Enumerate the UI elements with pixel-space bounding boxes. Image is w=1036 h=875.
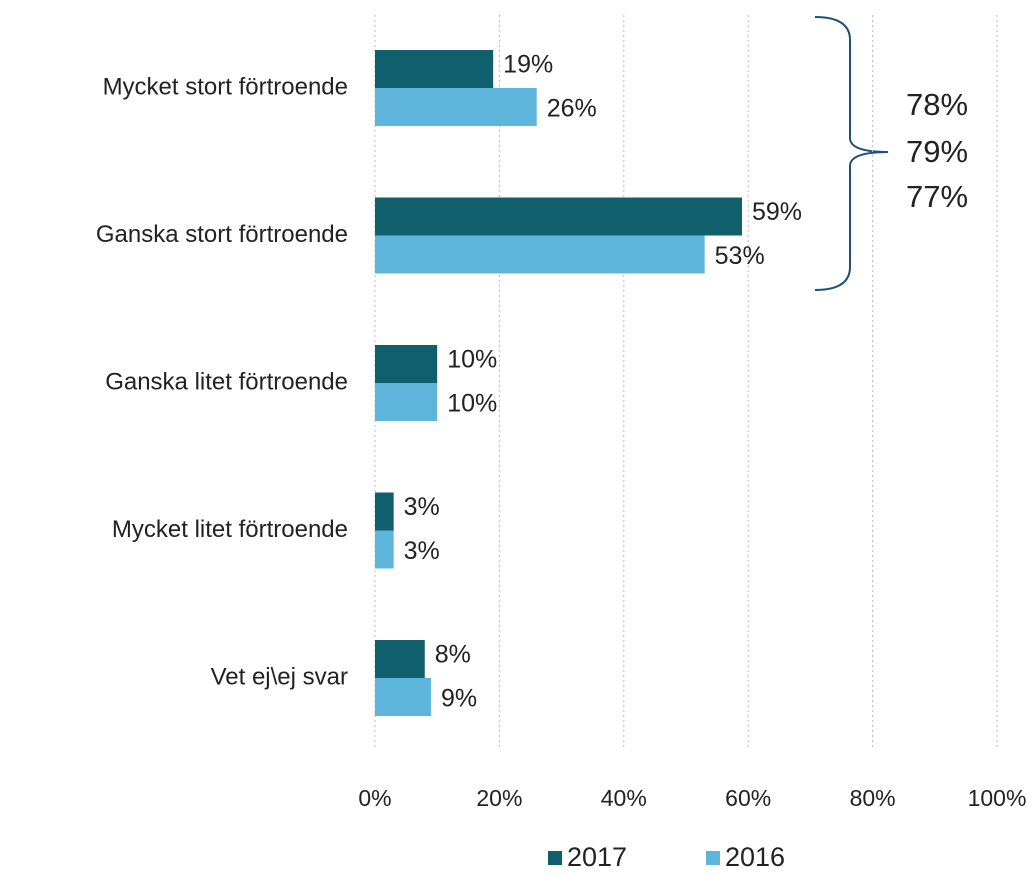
legend-swatch: [706, 851, 720, 865]
legend-swatch: [548, 851, 562, 865]
bar: [375, 235, 705, 274]
x-tick-label: 60%: [725, 785, 771, 811]
bar: [375, 50, 494, 88]
y-tick-label: Vet ej\ej svar: [211, 663, 348, 690]
y-tick-label: Mycket litet förtroende: [112, 516, 348, 543]
annotation: 78%: [906, 87, 968, 122]
value-label: 19%: [503, 51, 553, 79]
x-tick-label: 100%: [968, 785, 1027, 811]
value-label: 8%: [435, 641, 471, 669]
x-tick-label: 80%: [850, 785, 896, 811]
legend-label: 2017: [567, 842, 627, 872]
y-tick-label: Ganska stort förtroende: [96, 221, 348, 248]
value-label: 3%: [404, 537, 440, 565]
value-label: 53%: [715, 242, 765, 270]
value-label: 3%: [404, 493, 440, 521]
bar: [375, 640, 425, 678]
x-tick-label: 20%: [476, 785, 522, 811]
bar: [375, 530, 394, 569]
value-label: 26%: [547, 95, 597, 123]
x-tick-label: 0%: [358, 785, 391, 811]
bracket: [814, 16, 889, 291]
bar: [375, 345, 438, 383]
bar: [375, 88, 537, 126]
y-tick-label: Ganska litet förtroende: [105, 368, 348, 395]
y-tick-label: Mycket stort förtroende: [103, 73, 348, 100]
value-label: 59%: [752, 198, 802, 226]
bar: [375, 678, 431, 716]
bar: [375, 197, 742, 236]
x-tick-label: 40%: [601, 785, 647, 811]
value-label: 10%: [447, 346, 497, 374]
annotation: 79%: [906, 134, 968, 169]
legend-label: 2016: [725, 842, 785, 872]
value-label: 10%: [447, 390, 497, 418]
value-label: 9%: [441, 685, 477, 713]
bar: [375, 383, 438, 421]
bar: [375, 492, 394, 531]
annotation: 77%: [906, 179, 968, 214]
